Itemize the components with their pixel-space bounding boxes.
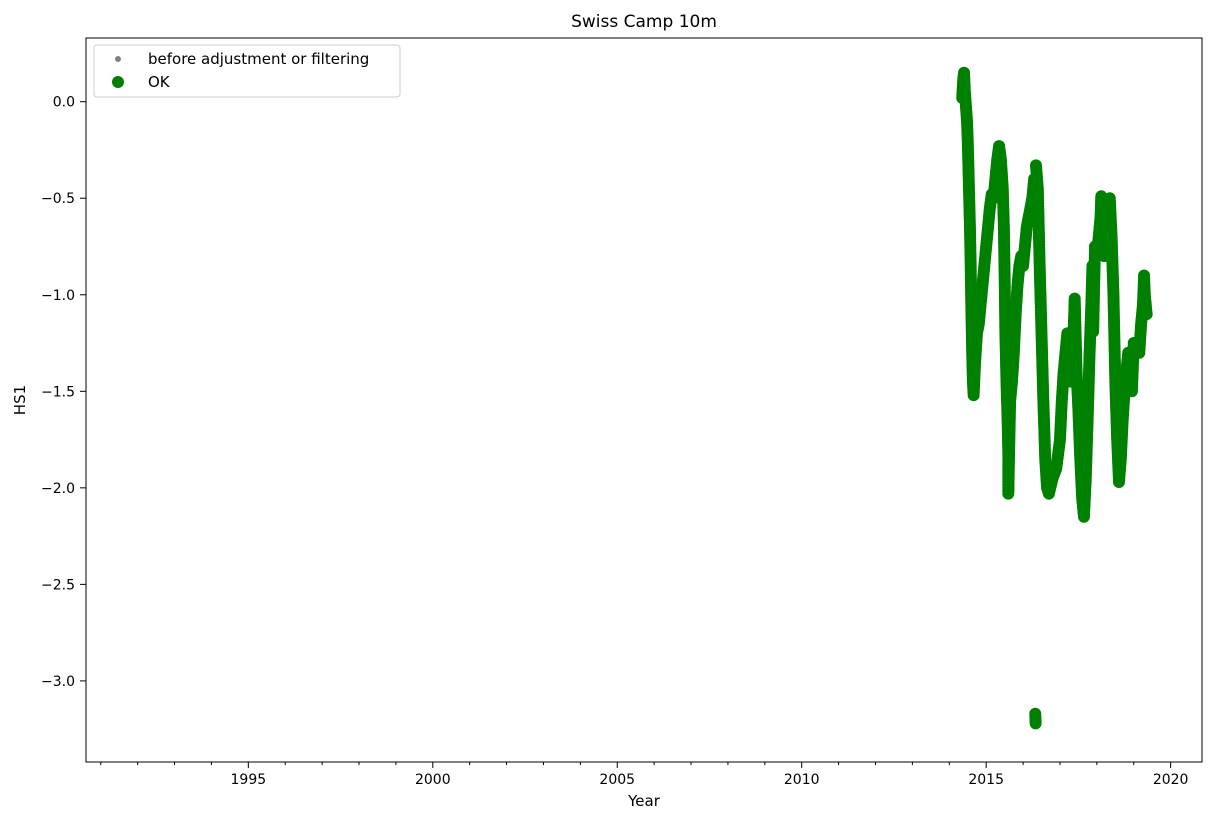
data-point: [1029, 714, 1042, 727]
data-point: [1140, 305, 1153, 318]
y-tick-label: −2.0: [41, 481, 75, 497]
y-tick-label: −2.5: [41, 577, 75, 593]
x-axis: 1995 2000 2005 2010 2015 2020: [100, 762, 1189, 788]
legend-marker-before-adjustment: [115, 56, 121, 62]
y-axis-label: HS1: [11, 385, 29, 415]
x-tick-label: 2020: [1153, 772, 1189, 788]
plot-frame: [85, 37, 1203, 763]
legend: before adjustment or filtering OK: [93, 44, 401, 98]
y-tick-label: −0.5: [41, 191, 75, 207]
y-tick-label: −3.0: [41, 674, 75, 690]
legend-label-before-adjustment: before adjustment or filtering: [148, 50, 369, 68]
legend-label-ok: OK: [148, 73, 171, 91]
data-layer: [956, 66, 1153, 730]
legend-marker-ok: [112, 76, 124, 88]
x-tick-label: 2000: [415, 772, 451, 788]
x-tick-label: 2005: [599, 772, 635, 788]
x-tick-label: 1995: [231, 772, 267, 788]
y-axis: 0.0 −0.5 −1.0 −1.5 −2.0 −2.5 −3.0: [41, 95, 86, 690]
y-tick-label: −1.5: [41, 384, 75, 400]
series-ok: [956, 66, 1153, 730]
legend-box: [93, 44, 401, 98]
x-tick-label: 2015: [968, 772, 1004, 788]
y-tick-label: 0.0: [53, 95, 75, 111]
y-tick-label: −1.0: [41, 288, 75, 304]
x-axis-label: Year: [627, 792, 661, 810]
x-tick-label: 2010: [784, 772, 820, 788]
chart-title: Swiss Camp 10m: [571, 12, 717, 32]
